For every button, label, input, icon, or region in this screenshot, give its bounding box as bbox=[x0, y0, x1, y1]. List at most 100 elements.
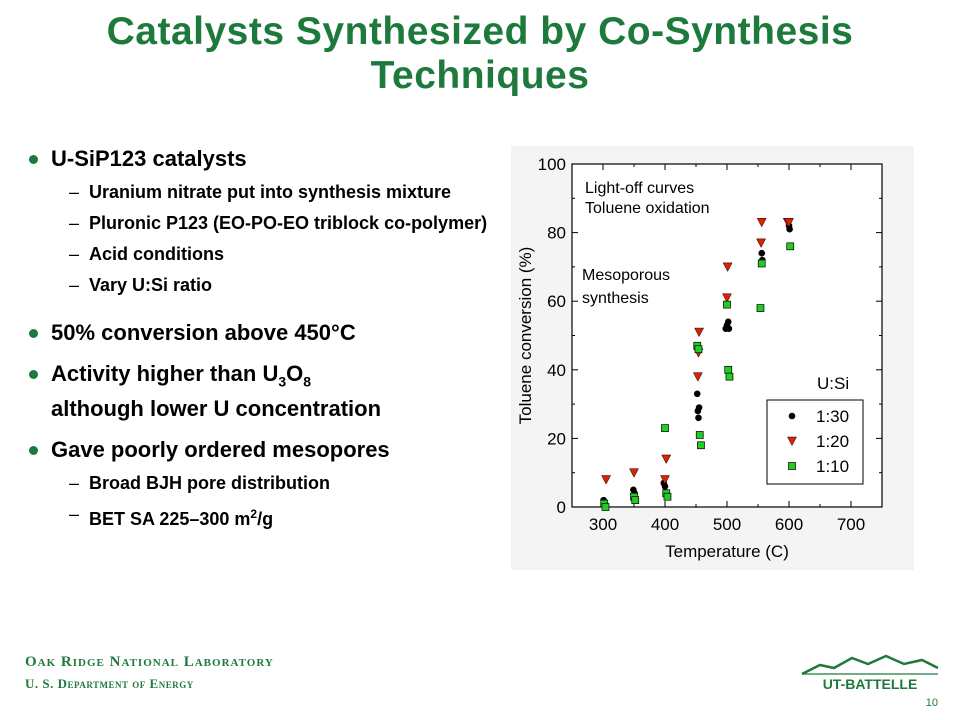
superscript-2: 2 bbox=[250, 507, 258, 522]
bullet-list: U-SiP123 catalysts – Uranium nitrate put … bbox=[24, 145, 494, 539]
dash-icon: – bbox=[69, 244, 80, 264]
annotation-synthesis: synthesis bbox=[582, 290, 649, 307]
title-line-2: Techniques bbox=[370, 54, 590, 97]
sub-bullet-text: Uranium nitrate put into synthesis mixtu… bbox=[89, 182, 452, 202]
ut-battelle-logo: UT-BATTELLE bbox=[801, 654, 939, 692]
annotation-mesoporous: Mesoporous bbox=[582, 267, 670, 284]
footer-org: Oak Ridge National Laboratory bbox=[25, 654, 274, 670]
degree-symbol: ° bbox=[331, 320, 340, 345]
sub-bullet-text: Broad BJH pore distribution bbox=[89, 473, 331, 494]
activity-text: Activity higher than U bbox=[51, 361, 279, 386]
sub-bullet: – Uranium nitrate put into synthesis mixt… bbox=[69, 181, 494, 203]
bullet-text: Activity higher than U3O8 although lower … bbox=[51, 360, 381, 422]
legend-label: 1:10 bbox=[816, 457, 849, 476]
x-tick-label: 500 bbox=[713, 515, 741, 534]
legend-title: U:Si bbox=[817, 374, 849, 393]
legend-marker-1-30 bbox=[788, 412, 796, 420]
y-tick-label: 0 bbox=[557, 498, 566, 517]
data-point-1-30 bbox=[724, 318, 732, 326]
bullet-conversion-text: 50% conversion above 450 bbox=[51, 320, 332, 345]
bullet-text: 50% conversion above 450°C bbox=[51, 319, 356, 346]
data-point-1-20 bbox=[722, 262, 733, 272]
data-point-1-10 bbox=[695, 431, 704, 439]
legend-label: 1:20 bbox=[816, 432, 849, 451]
data-point-1-20 bbox=[660, 475, 670, 485]
data-point-1-10 bbox=[725, 372, 734, 381]
data-point-1-20 bbox=[756, 238, 767, 248]
x-tick-label: 600 bbox=[775, 515, 803, 534]
data-point-1-20 bbox=[661, 454, 672, 465]
y-tick-label: 60 bbox=[547, 292, 566, 311]
bet-text: BET SA 225–300 m bbox=[89, 509, 251, 530]
celsius-unit: C bbox=[339, 320, 356, 345]
bullet-activity: Activity higher than U3O8 although lower … bbox=[24, 360, 494, 422]
data-point-1-10 bbox=[724, 365, 733, 374]
title-line-1: Catalysts Synthesized by Co-Synthesis bbox=[106, 10, 854, 53]
data-point-1-30 bbox=[725, 325, 733, 332]
subscript-8: 8 bbox=[303, 373, 312, 390]
sub-bullet: – Pluronic P123 (EO-PO-EO triblock co-pol… bbox=[69, 212, 494, 234]
x-tick-label: 700 bbox=[837, 515, 865, 534]
legend-label: 1:30 bbox=[816, 407, 849, 426]
sub-bullet-text: BET SA 225–300 m2/g bbox=[89, 507, 274, 530]
legend-marker-1-20 bbox=[787, 436, 797, 447]
y-tick-label: 80 bbox=[547, 224, 566, 243]
data-point-1-20 bbox=[722, 293, 732, 303]
bullet-mesopores: Gave poorly ordered mesopores bbox=[24, 436, 494, 463]
data-point-1-20 bbox=[694, 327, 705, 338]
data-point-1-10 bbox=[694, 345, 703, 354]
y-tick-label: 40 bbox=[547, 361, 566, 380]
sub-bullet-text: Vary U:Si ratio bbox=[89, 275, 213, 295]
footer: Oak Ridge National Laboratory U. S. Depa… bbox=[25, 652, 274, 694]
y-tick-label: 20 bbox=[547, 429, 566, 448]
bullet-text: Gave poorly ordered mesopores bbox=[51, 437, 390, 463]
data-point-1-10 bbox=[663, 492, 672, 501]
y-tick-label: 100 bbox=[538, 155, 566, 174]
data-point-1-30 bbox=[786, 225, 793, 233]
x-tick-label: 300 bbox=[589, 515, 617, 534]
data-point-1-10 bbox=[631, 496, 640, 504]
data-point-1-10 bbox=[757, 259, 766, 268]
data-point-1-30 bbox=[758, 249, 766, 257]
x-tick-label: 400 bbox=[651, 515, 679, 534]
page-number: 10 bbox=[925, 697, 938, 709]
bet-unit: /g bbox=[257, 509, 274, 530]
data-point-1-10 bbox=[697, 441, 705, 450]
data-point-1-10 bbox=[756, 304, 765, 312]
dash-icon: – bbox=[69, 504, 80, 525]
bullet-catalysts: U-SiP123 catalysts bbox=[24, 145, 494, 172]
data-point-1-30 bbox=[695, 404, 703, 411]
legend-box bbox=[766, 399, 864, 485]
data-point-1-10 bbox=[723, 300, 731, 309]
data-point-1-20 bbox=[629, 468, 639, 478]
bullet-dot-icon bbox=[29, 155, 38, 164]
sub-bullet-text: Acid conditions bbox=[89, 244, 224, 264]
data-point-1-10 bbox=[786, 242, 795, 251]
data-point-1-20 bbox=[784, 218, 794, 228]
y-axis-label: Toluene conversion (%) bbox=[516, 247, 535, 425]
sub-bullet: – Vary U:Si ratio bbox=[69, 274, 494, 296]
chart-panel: 300 400 500 600 700 0 20 40 60 80 100 Temperature (… bbox=[511, 146, 914, 570]
bullet-dot-icon bbox=[29, 446, 38, 456]
light-off-chart: 300 400 500 600 700 0 20 40 60 80 100 Temperature (… bbox=[516, 155, 883, 561]
dash-icon: – bbox=[69, 213, 80, 233]
slide-title: Catalysts Synthesized by Co-Synthesis Te… bbox=[0, 10, 960, 98]
data-point-1-20 bbox=[756, 218, 767, 228]
annotation-light-off: Light-off curves bbox=[585, 180, 694, 197]
legend-marker-1-10 bbox=[788, 462, 796, 470]
x-axis-label: Temperature (C) bbox=[665, 542, 789, 561]
data-point-1-30 bbox=[661, 483, 669, 490]
sub-bullet: – BET SA 225–300 m2/g bbox=[69, 503, 494, 530]
dash-icon: – bbox=[69, 182, 80, 202]
data-point-1-30 bbox=[695, 414, 702, 422]
annotation-toluene: Toluene oxidation bbox=[585, 200, 710, 217]
sub-bullet-text: Pluronic P123 (EO-PO-EO triblock co-poly… bbox=[89, 213, 488, 233]
dash-icon: – bbox=[69, 473, 80, 494]
bullet-dot-icon bbox=[29, 370, 38, 379]
sub-bullet: – Broad BJH pore distribution bbox=[69, 472, 494, 494]
oxygen-symbol: O bbox=[286, 361, 304, 386]
sub-bullet-list: – Uranium nitrate put into synthesis mixt… bbox=[24, 181, 494, 296]
bullet-dot-icon bbox=[29, 329, 38, 338]
subscript-3: 3 bbox=[278, 373, 287, 390]
bullet-text: U-SiP123 catalysts bbox=[51, 146, 247, 171]
